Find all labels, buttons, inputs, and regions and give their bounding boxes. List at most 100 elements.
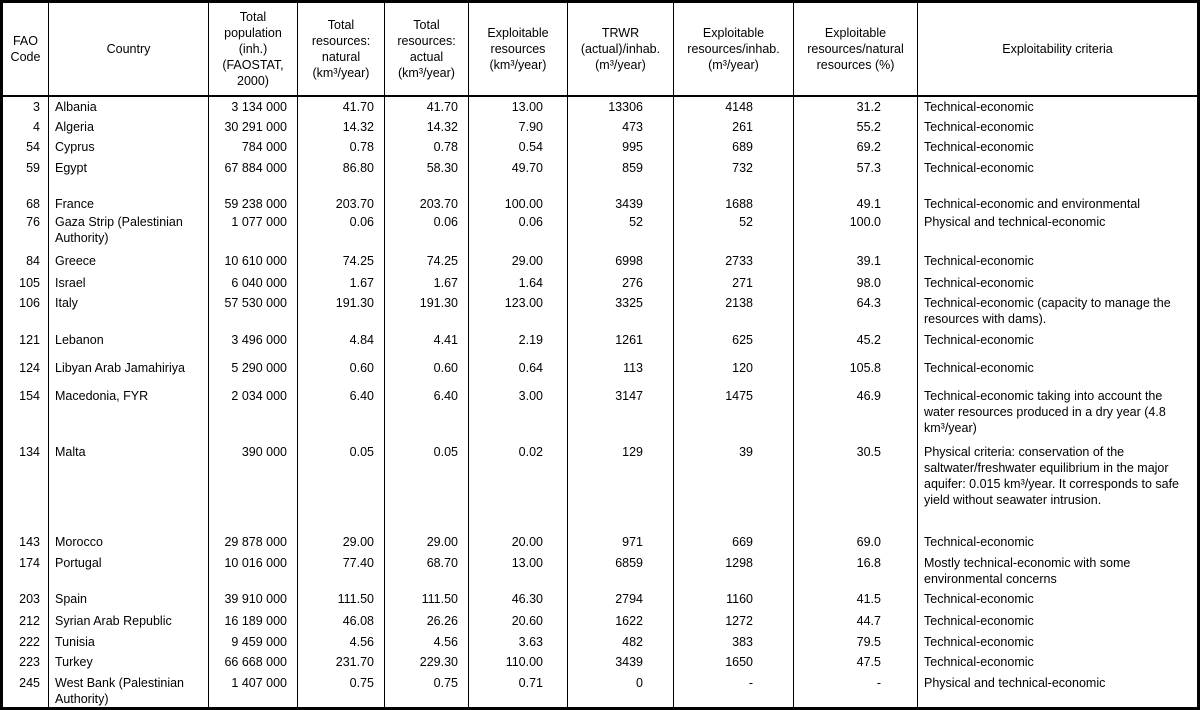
table-row: 223 Turkey 66 668 000 231.70 229.30 110.00 343…	[1, 651, 1199, 673]
value-cell: 625	[673, 329, 794, 358]
country-cell: Albania	[48, 96, 209, 118]
criteria-cell: Technical-economic	[917, 631, 1199, 652]
criteria-cell: Technical-economic taking into account t…	[917, 385, 1199, 443]
value-cell: 6 040 000	[208, 272, 298, 293]
value-cell: 1622	[567, 610, 674, 632]
value-cell: 111.50	[297, 589, 385, 611]
table-row: 4 Algeria 30 291 000 14.32 14.32 7.90 473 261 55…	[1, 117, 1199, 138]
value-cell: 3325	[567, 292, 674, 330]
country-cell: Libyan Arab Jamahiriya	[48, 357, 209, 386]
value-cell: 3147	[567, 385, 674, 443]
table-row: 54 Cyprus 784 000 0.78 0.78 0.54 995 689 69.2 Tec…	[1, 137, 1199, 159]
value-cell: 3439	[567, 651, 674, 673]
value-cell: 14.32	[384, 117, 469, 138]
value-cell: 77.40	[297, 553, 385, 590]
table-row: 222 Tunisia 9 459 000 4.56 4.56 3.63 482 383 79.…	[1, 631, 1199, 652]
value-cell: 39	[673, 442, 794, 533]
header-cell: Total resources: actual (km³/year)	[384, 1, 469, 97]
country-cell: Syrian Arab Republic	[48, 610, 209, 632]
table-row: 245 West Bank (Palestinian Authority) 1 40…	[1, 672, 1199, 709]
value-cell: 0.60	[297, 357, 385, 386]
header-cell: Exploitable resources/natural resources …	[793, 1, 918, 97]
value-cell: 229.30	[384, 651, 469, 673]
value-cell: 1160	[673, 589, 794, 611]
value-cell: 0.06	[468, 212, 568, 252]
value-cell: 64.3	[793, 292, 918, 330]
value-cell: 120	[673, 357, 794, 386]
value-cell: 67 884 000	[208, 158, 298, 187]
value-cell: 68	[1, 186, 49, 213]
criteria-cell: Technical-economic	[917, 532, 1199, 554]
value-cell: 203.70	[297, 186, 385, 213]
header-row: FAO Code Country Total population (inh.) (…	[1, 1, 1199, 97]
value-cell: 31.2	[793, 96, 918, 118]
criteria-cell: Technical-economic	[917, 158, 1199, 187]
value-cell: 3 134 000	[208, 96, 298, 118]
criteria-cell: Technical-economic	[917, 589, 1199, 611]
value-cell: 86.80	[297, 158, 385, 187]
country-cell: France	[48, 186, 209, 213]
value-cell: 6.40	[297, 385, 385, 443]
value-cell: 57.3	[793, 158, 918, 187]
value-cell: 0.78	[384, 137, 469, 159]
value-cell: 0.54	[468, 137, 568, 159]
value-cell: 0.05	[297, 442, 385, 533]
value-cell: -	[793, 672, 918, 709]
value-cell: 5 290 000	[208, 357, 298, 386]
value-cell: 20.60	[468, 610, 568, 632]
value-cell: 29 878 000	[208, 532, 298, 554]
value-cell: 271	[673, 272, 794, 293]
value-cell: 0.06	[297, 212, 385, 252]
value-cell: 13.00	[468, 96, 568, 118]
value-cell: 3439	[567, 186, 674, 213]
value-cell: 1.67	[297, 272, 385, 293]
value-cell: 669	[673, 532, 794, 554]
value-cell: 59 238 000	[208, 186, 298, 213]
header-cell: Exploitable resources/inhab. (m³/year)	[673, 1, 794, 97]
header-cell: FAO Code	[1, 1, 49, 97]
header-cell: Total resources: natural (km³/year)	[297, 1, 385, 97]
value-cell: 689	[673, 137, 794, 159]
criteria-cell: Technical-economic	[917, 357, 1199, 386]
criteria-cell: Technical-economic	[917, 272, 1199, 293]
value-cell: 59	[1, 158, 49, 187]
value-cell: 3	[1, 96, 49, 118]
value-cell: 58.30	[384, 158, 469, 187]
value-cell: 69.2	[793, 137, 918, 159]
value-cell: 784 000	[208, 137, 298, 159]
value-cell: 111.50	[384, 589, 469, 611]
value-cell: 105	[1, 272, 49, 293]
value-cell: 3.63	[468, 631, 568, 652]
country-cell: Algeria	[48, 117, 209, 138]
value-cell: 1.67	[384, 272, 469, 293]
value-cell: 4.56	[384, 631, 469, 652]
value-cell: 100.00	[468, 186, 568, 213]
value-cell: 191.30	[384, 292, 469, 330]
value-cell: 10 016 000	[208, 553, 298, 590]
value-cell: 29.00	[468, 251, 568, 273]
criteria-cell: Physical and technical-economic	[917, 212, 1199, 252]
value-cell: 732	[673, 158, 794, 187]
value-cell: 2794	[567, 589, 674, 611]
value-cell: 4.56	[297, 631, 385, 652]
value-cell: 68.70	[384, 553, 469, 590]
country-cell: Spain	[48, 589, 209, 611]
criteria-cell: Technical-economic (capacity to manage t…	[917, 292, 1199, 330]
value-cell: 124	[1, 357, 49, 386]
value-cell: 46.9	[793, 385, 918, 443]
value-cell: 1688	[673, 186, 794, 213]
country-cell: Malta	[48, 442, 209, 533]
value-cell: 0.75	[297, 672, 385, 709]
country-cell: Portugal	[48, 553, 209, 590]
value-cell: 129	[567, 442, 674, 533]
value-cell: 39.1	[793, 251, 918, 273]
value-cell: 106	[1, 292, 49, 330]
value-cell: 223	[1, 651, 49, 673]
value-cell: 1 077 000	[208, 212, 298, 252]
criteria-cell: Technical-economic	[917, 651, 1199, 673]
country-cell: Gaza Strip (Palestinian Authority)	[48, 212, 209, 252]
value-cell: 3 496 000	[208, 329, 298, 358]
value-cell: 0	[567, 672, 674, 709]
table-row: 203 Spain 39 910 000 111.50 111.50 46.30 2794 1…	[1, 589, 1199, 611]
